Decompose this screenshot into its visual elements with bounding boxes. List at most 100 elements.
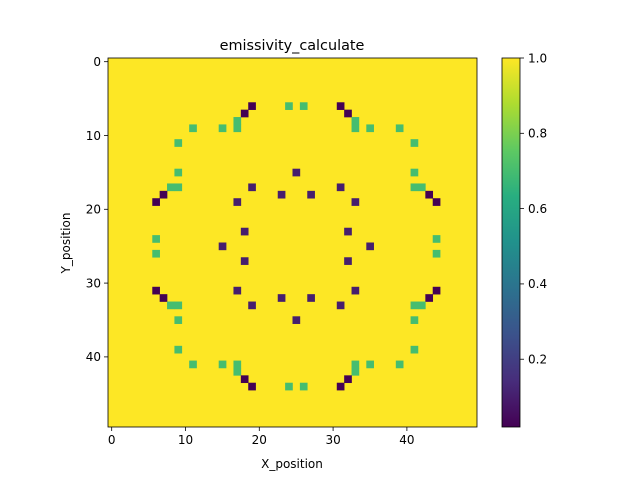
y-axis-label: Y_position (59, 213, 73, 275)
heatmap-cell (351, 367, 360, 376)
heatmap-cell (336, 382, 345, 391)
heatmap-cell (152, 249, 160, 258)
chart-title: emissivity_calculate (220, 38, 365, 54)
heatmap-cell (292, 316, 301, 324)
heatmap-cell (410, 316, 419, 324)
heatmap-cell (233, 124, 242, 133)
heatmap-cell (189, 360, 197, 369)
heatmap-cell (240, 375, 249, 384)
heatmap-cell (174, 168, 183, 177)
y-tick-label: 30 (86, 276, 101, 290)
colorbar-tick-label: 0.6 (528, 202, 547, 216)
heatmap-cell (432, 286, 441, 295)
x-tick-label: 30 (325, 433, 340, 447)
heatmap-cell (410, 183, 419, 192)
heatmap-cell (344, 227, 352, 236)
heatmap-cell (248, 102, 256, 110)
heatmap-cell (248, 301, 256, 310)
colorbar (501, 57, 521, 428)
heatmap-cell (277, 190, 286, 199)
heatmap-cell (233, 286, 242, 295)
heatmap-cell (159, 294, 168, 302)
heatmap-cell (299, 382, 308, 391)
colorbar-tick-label: 0.4 (528, 277, 547, 291)
heatmap-cell (336, 183, 345, 192)
heatmap-cell (351, 124, 360, 133)
y-axis-ticks: 0 10 20 30 40 (86, 55, 108, 364)
heatmap-cell (432, 198, 441, 206)
heatmap-cell (410, 345, 419, 354)
x-tick-label: 10 (178, 433, 193, 447)
heatmap-cell (152, 286, 160, 295)
colorbar-tick-label: 1.0 (528, 51, 547, 65)
heatmap-cell (351, 117, 360, 125)
y-tick-label: 10 (86, 129, 101, 143)
x-tick-label: 20 (252, 433, 267, 447)
heatmap-cell (240, 257, 249, 265)
colorbar-ticks: 0.2 0.4 0.6 0.8 1.0 (520, 51, 547, 367)
heatmap-cell (152, 235, 160, 243)
heatmap-cell (299, 102, 308, 110)
heatmap-cell (218, 360, 227, 369)
colorbar-tick-label: 0.8 (528, 127, 547, 141)
heatmap-cell (167, 301, 175, 310)
x-tick-label: 40 (399, 433, 414, 447)
heatmap-cell (233, 117, 242, 125)
heatmap-cell (159, 190, 168, 199)
heatmap-cell (233, 198, 242, 206)
heatmap-cell (417, 183, 426, 192)
heatmap-cell (277, 294, 286, 302)
heatmap-cell (417, 301, 426, 310)
heatmap-cell (248, 183, 256, 192)
heatmap-cell (152, 198, 160, 206)
heatmap-cell (233, 367, 242, 376)
heatmap-cell (351, 198, 360, 206)
heatmap-cell (174, 183, 183, 192)
heatmap-cell (432, 235, 441, 243)
heatmap-cell (174, 139, 183, 147)
heatmap-cell (410, 168, 419, 177)
heatmap-cell (351, 286, 360, 295)
heatmap-cell (285, 102, 293, 110)
colorbar-tick-label: 0.2 (528, 353, 547, 367)
heatmap-cell (336, 102, 345, 110)
heatmap-cell (425, 294, 434, 302)
heatmap-cell (410, 139, 419, 147)
heatmap-cell (344, 109, 352, 118)
heatmap-cell (425, 190, 434, 199)
heatmap-cell (344, 375, 352, 384)
heatmap-cell (218, 242, 227, 251)
y-tick-label: 20 (86, 203, 101, 217)
x-axis-ticks: 0 10 20 30 40 (108, 427, 415, 447)
y-tick-label: 40 (86, 350, 101, 364)
heatmap-cell (240, 227, 249, 236)
plot-frame (107, 57, 478, 428)
heatmap-cell (174, 345, 183, 354)
heatmap-cell (366, 360, 374, 369)
heatmap-cells (152, 102, 441, 391)
heatmap-cell (344, 257, 352, 265)
heatmap-cell (248, 382, 256, 391)
heatmap-cell (336, 301, 345, 310)
heatmap-cell (351, 360, 360, 369)
heatmap-cell (285, 382, 293, 391)
heatmap-cell (410, 301, 419, 310)
heatmap-cell (167, 183, 175, 192)
heatmap-cell (395, 124, 404, 133)
y-tick-label: 0 (93, 55, 101, 69)
heatmap-cell (307, 294, 315, 302)
heatmap-cell (395, 360, 404, 369)
heatmap-cell (240, 109, 249, 118)
heatmap-cell (189, 124, 197, 133)
heatmap-cell (366, 124, 374, 133)
plot-background (108, 58, 477, 427)
x-axis-label: X_position (261, 457, 323, 471)
heatmap-cell (233, 360, 242, 369)
heatmap-cell (307, 190, 315, 199)
heatmap-cell (174, 301, 183, 310)
heatmap-cell (174, 316, 183, 324)
x-tick-label: 0 (108, 433, 116, 447)
heatmap-cell (218, 124, 227, 133)
heatmap-cell (432, 249, 441, 258)
